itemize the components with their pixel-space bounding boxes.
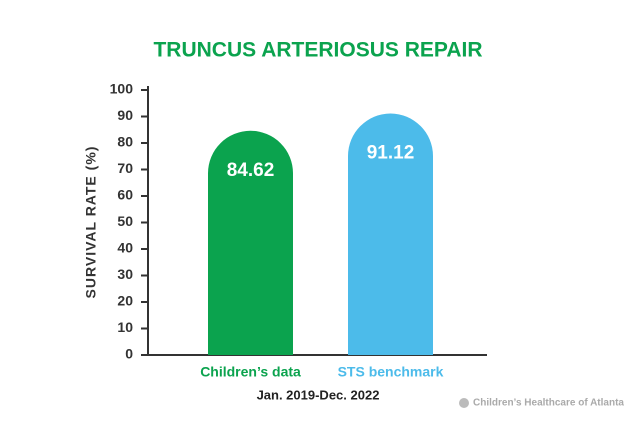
- value-label: 84.62: [227, 160, 275, 181]
- y-tick-label: 10: [117, 319, 133, 335]
- y-tick-label: 90: [117, 107, 133, 123]
- y-tick-label: 100: [110, 81, 134, 97]
- y-tick-label: 0: [125, 346, 133, 362]
- y-tick-label: 70: [117, 160, 133, 176]
- y-tick-label: 50: [117, 213, 133, 229]
- y-axis-label: SURVIVAL RATE (%): [83, 146, 99, 299]
- value-label: 91.12: [367, 143, 415, 164]
- x-tick-label: Children’s data: [200, 364, 301, 380]
- bar: [208, 130, 293, 355]
- x-tick-label: STS benchmark: [338, 364, 444, 380]
- y-tick-label: 20: [117, 293, 133, 309]
- x-axis-label: Jan. 2019-Dec. 2022: [257, 387, 380, 402]
- chart-title: TRUNCUS ARTERIOSUS REPAIR: [153, 39, 482, 62]
- footer: Children’s Healthcare of Atlanta: [473, 398, 624, 409]
- y-tick-label: 80: [117, 134, 133, 150]
- bar: [348, 113, 433, 355]
- y-tick-label: 60: [117, 187, 133, 203]
- y-tick-label: 40: [117, 240, 133, 256]
- y-tick-label: 30: [117, 266, 133, 282]
- logo-icon: [459, 398, 469, 408]
